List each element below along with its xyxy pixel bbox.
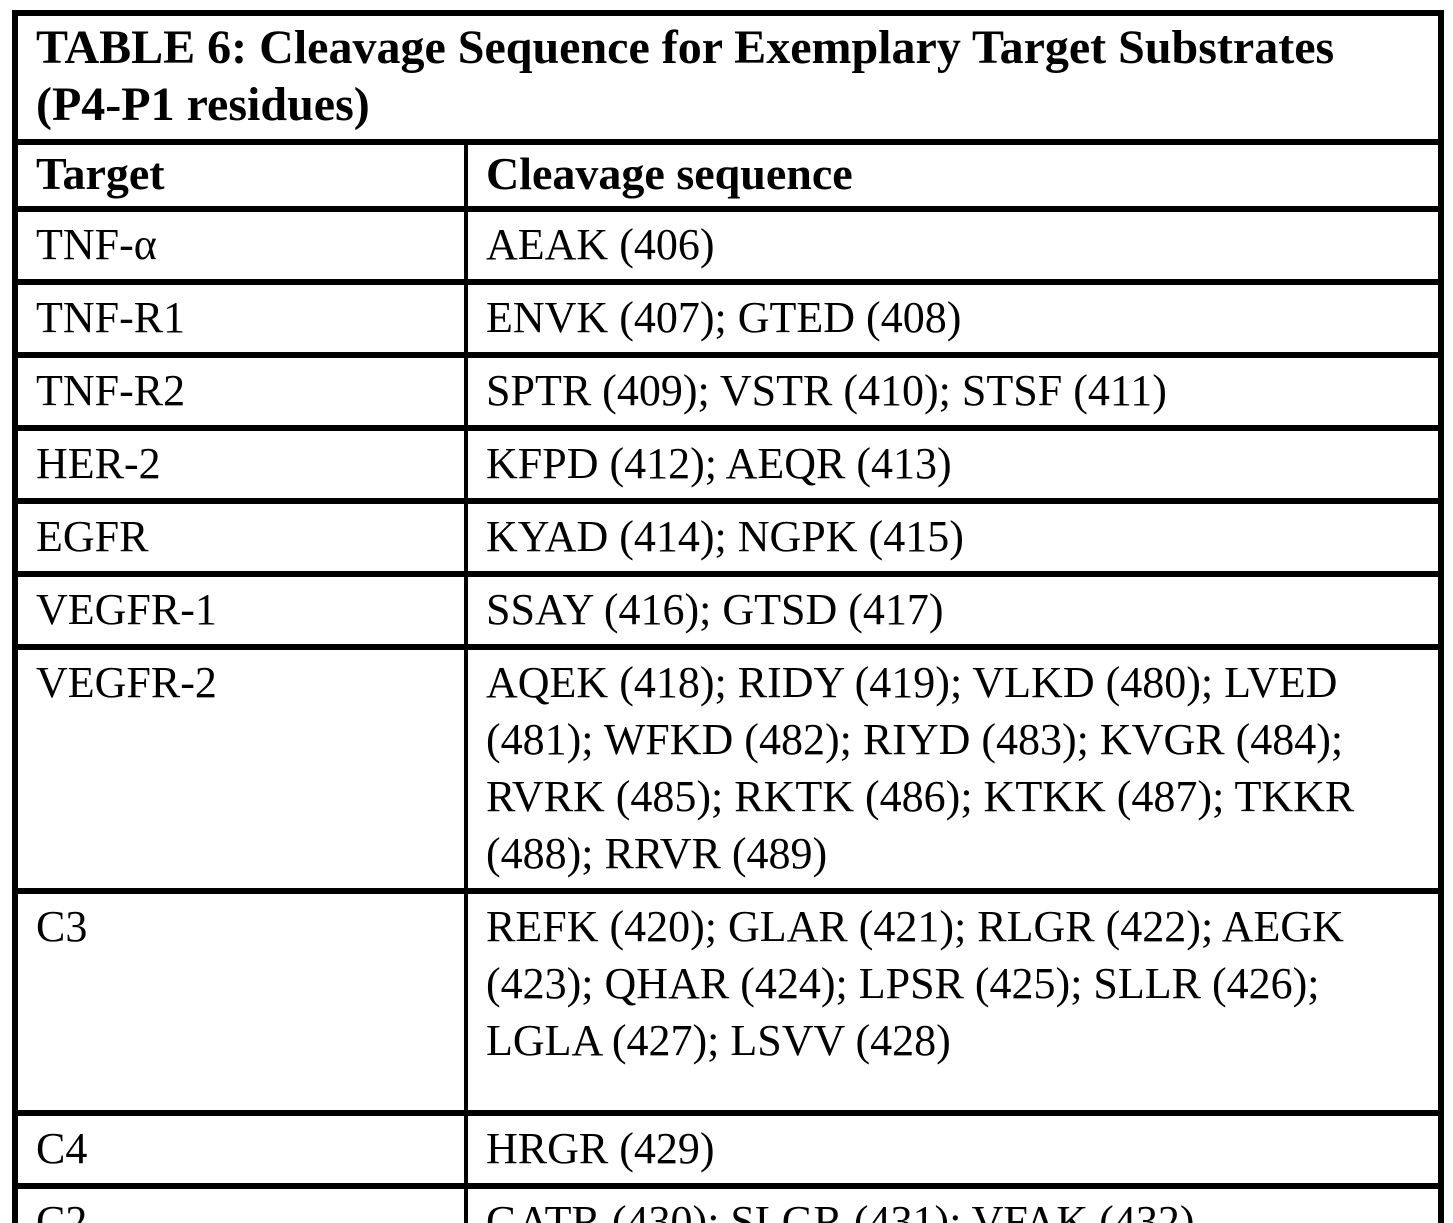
target-cell: TNF-R1 bbox=[13, 278, 468, 358]
sequence-cell: GATR (430); SLGR (431); VFAK (432) bbox=[464, 1182, 1443, 1223]
target-cell: TNF-R2 bbox=[13, 351, 468, 431]
column-header-cleavage-sequence: Cleavage sequence bbox=[464, 139, 1443, 212]
target-cell: EGFR bbox=[13, 497, 468, 577]
sequence-cell: SSAY (416); GTSD (417) bbox=[464, 570, 1443, 650]
table-row: C3 REFK (420); GLAR (421); RLGR (422); A… bbox=[13, 887, 1443, 1116]
target-cell: TNF-α bbox=[13, 205, 468, 285]
target-cell: C2 bbox=[13, 1182, 468, 1223]
table-row: EGFR KYAD (414); NGPK (415) bbox=[13, 497, 1443, 577]
sequence-cell: KYAD (414); NGPK (415) bbox=[464, 497, 1443, 577]
table-row: HER-2 KFPD (412); AEQR (413) bbox=[13, 424, 1443, 504]
sequence-cell: REFK (420); GLAR (421); RLGR (422); AEGK… bbox=[464, 887, 1443, 1116]
target-cell: VEGFR-2 bbox=[13, 643, 468, 894]
target-cell: HER-2 bbox=[13, 424, 468, 504]
sequence-cell: AQEK (418); RIDY (419); VLKD (480); LVED… bbox=[464, 643, 1443, 894]
table-row: C4 HRGR (429) bbox=[13, 1109, 1443, 1189]
sequence-cell: KFPD (412); AEQR (413) bbox=[464, 424, 1443, 504]
column-header-target: Target bbox=[13, 139, 468, 212]
table-row: TNF-α AEAK (406) bbox=[13, 205, 1443, 285]
table-row: TNF-R1 ENVK (407); GTED (408) bbox=[13, 278, 1443, 358]
target-cell: VEGFR-1 bbox=[13, 570, 468, 650]
table-title: TABLE 6: Cleavage Sequence for Exemplary… bbox=[13, 9, 1443, 146]
table-row: TNF-R2 SPTR (409); VSTR (410); STSF (411… bbox=[13, 351, 1443, 431]
table-row: VEGFR-2 AQEK (418); RIDY (419); VLKD (48… bbox=[13, 643, 1443, 894]
sequence-cell: SPTR (409); VSTR (410); STSF (411) bbox=[464, 351, 1443, 431]
table-row: VEGFR-1 SSAY (416); GTSD (417) bbox=[13, 570, 1443, 650]
sequence-cell: ENVK (407); GTED (408) bbox=[464, 278, 1443, 358]
target-cell: C3 bbox=[13, 887, 468, 1116]
table-title-row: TABLE 6: Cleavage Sequence for Exemplary… bbox=[13, 9, 1443, 146]
sequence-cell: HRGR (429) bbox=[464, 1109, 1443, 1189]
target-cell: C4 bbox=[13, 1109, 468, 1189]
sequence-cell: AEAK (406) bbox=[464, 205, 1443, 285]
table-row: C2 GATR (430); SLGR (431); VFAK (432) bbox=[13, 1182, 1443, 1223]
table-header-row: Target Cleavage sequence bbox=[13, 139, 1443, 212]
cleavage-sequence-table: TABLE 6: Cleavage Sequence for Exemplary… bbox=[12, 9, 1444, 1223]
